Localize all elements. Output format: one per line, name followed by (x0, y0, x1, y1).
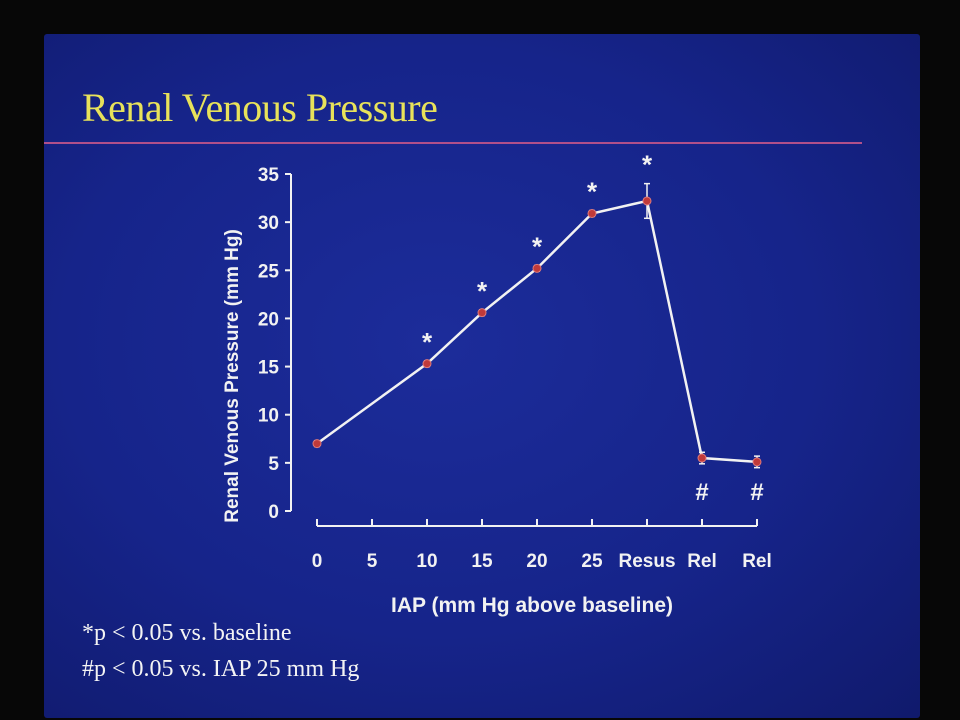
y-tick-label: 25 (258, 261, 280, 282)
chart-axes (290, 174, 757, 527)
y-tick-label: 20 (258, 309, 279, 330)
x-tick-label: 5 (367, 551, 378, 572)
data-point (477, 308, 487, 318)
y-axis-ticks: 0 5 10 15 20 25 30 35 (258, 165, 291, 523)
significance-layer: * * * * * # # (422, 150, 764, 506)
x-axis-label: IAP (mm Hg above baseline) (391, 594, 673, 617)
slide: Renal Venous Pressure 0 5 10 15 20 25 30 35 0 5 1… (44, 34, 920, 718)
x-tick-label: Rel (687, 551, 717, 572)
x-tick-label: 15 (471, 551, 493, 572)
series-line (316, 199, 758, 464)
title-divider (44, 142, 862, 144)
significance-asterisk: * (642, 150, 653, 180)
footnote-significance-baseline: *p < 0.05 vs. baseline (82, 620, 292, 646)
significance-hash: # (750, 479, 763, 506)
data-point (697, 453, 707, 463)
y-tick-label: 0 (268, 502, 279, 523)
y-tick-label: 10 (258, 406, 279, 427)
y-tick-label: 30 (258, 213, 279, 234)
y-axis-label: Renal Venous Pressure (mm Hg) (222, 229, 243, 523)
slide-title: Renal Venous Pressure (82, 85, 438, 130)
x-tick-label: 25 (581, 551, 603, 572)
y-tick-label: 15 (258, 358, 280, 379)
data-point (752, 457, 762, 467)
x-tick-label: 10 (416, 551, 437, 572)
data-point (532, 263, 542, 273)
series-layer (312, 182, 762, 469)
significance-hash: # (695, 479, 708, 506)
significance-asterisk: * (477, 276, 488, 306)
y-tick-label: 5 (268, 454, 279, 475)
significance-asterisk: * (532, 231, 543, 261)
y-tick-label: 35 (258, 165, 280, 186)
data-point (587, 208, 597, 218)
significance-asterisk: * (422, 327, 433, 357)
x-tick-label: Resus (618, 551, 675, 572)
x-tick-label: 20 (526, 551, 547, 572)
data-point (422, 359, 432, 369)
x-tick-label: Rel (742, 551, 772, 572)
significance-asterisk: * (587, 177, 598, 207)
x-axis-ticks: 0 5 10 15 20 25 Resus Rel Rel (312, 519, 772, 572)
x-tick-label: 0 (312, 551, 323, 572)
data-point (312, 439, 322, 449)
footnote-significance-iap25: #p < 0.05 vs. IAP 25 mm Hg (82, 656, 360, 682)
data-point (642, 196, 652, 206)
